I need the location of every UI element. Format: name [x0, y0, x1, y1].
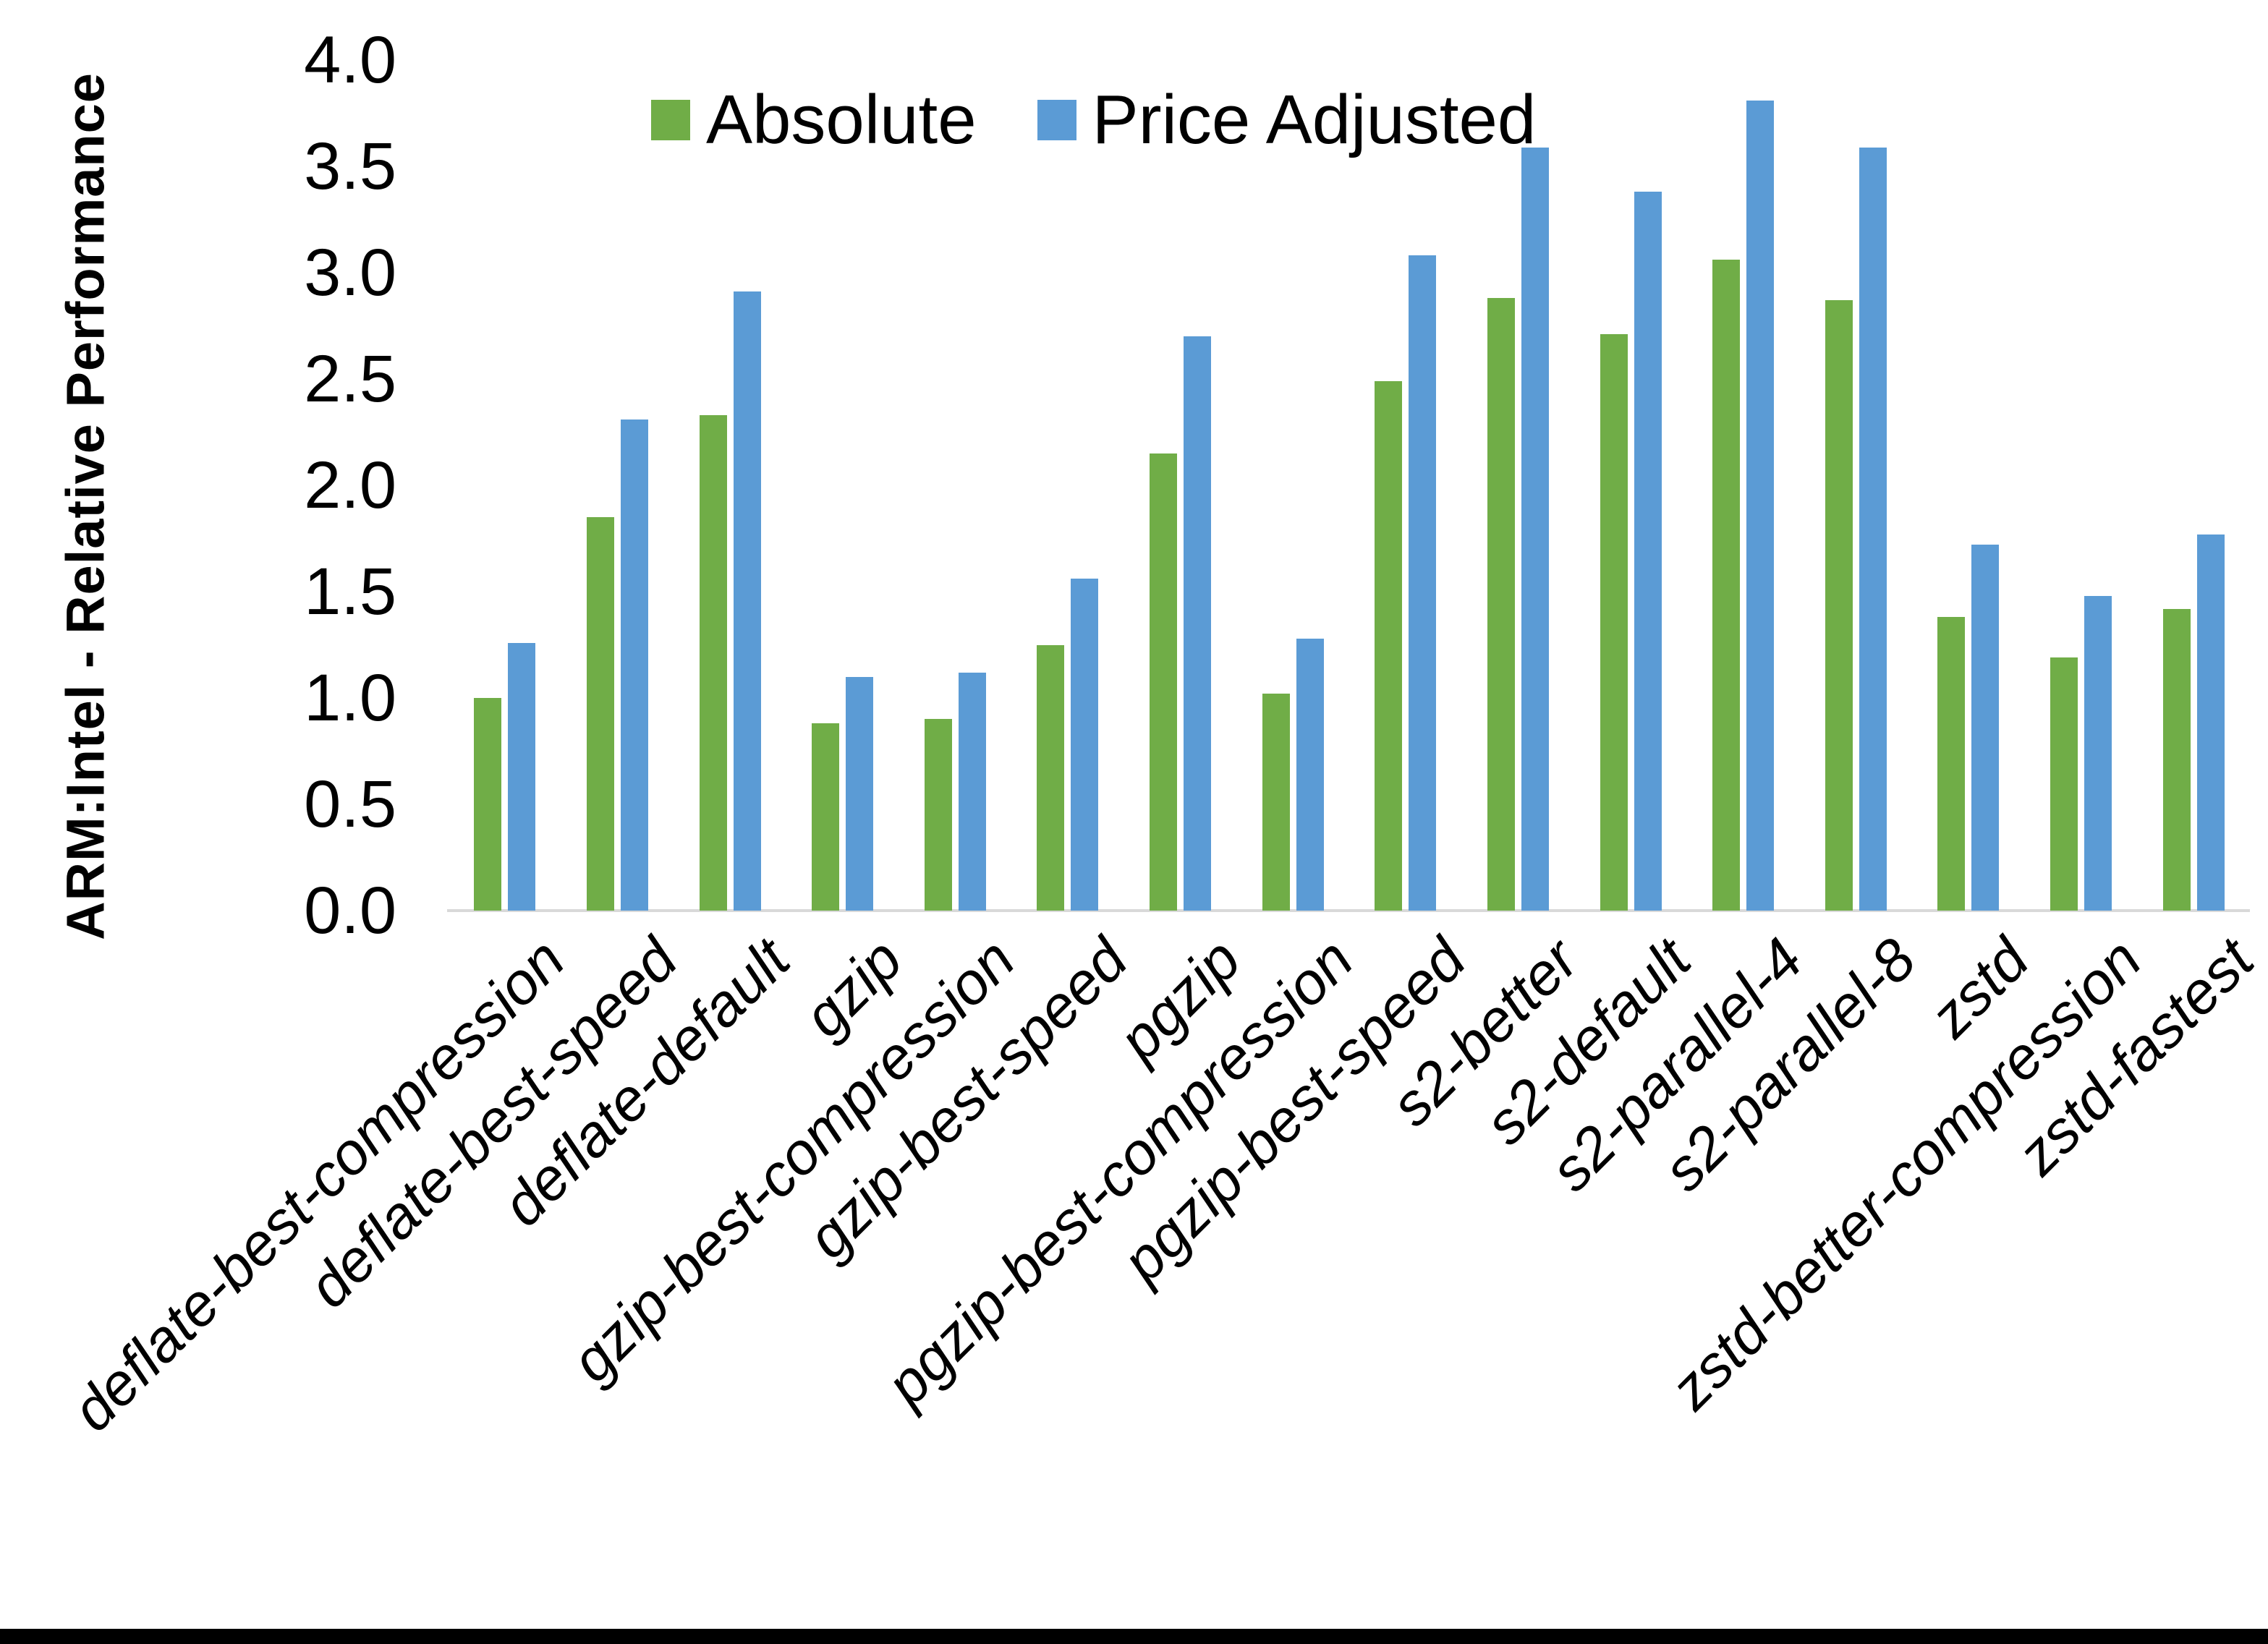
bar-cluster-zstd-better-compression	[2025, 0, 2138, 911]
bar-deflate-best-speed-price-adjusted	[620, 419, 648, 911]
y-tick-label-2.0: 2.0	[304, 448, 396, 522]
bar-cluster-deflate-default	[674, 0, 786, 911]
bar-deflate-best-compression-price-adjusted	[508, 642, 536, 911]
bar-cluster-zstd	[1912, 0, 2025, 911]
legend: Absolute Price Adjusted	[651, 85, 1536, 155]
bar-cluster-pgzip-best-speed	[1349, 0, 1462, 911]
bar-s2-parallel-8-price-adjusted	[1859, 147, 1887, 911]
absolute-series-swatch-icon	[651, 100, 690, 140]
bar-zstd-price-adjusted	[1971, 545, 2000, 911]
bar-deflate-best-compression-absolute	[474, 698, 502, 911]
y-tick-label-4.0: 4.0	[304, 23, 396, 97]
y-tick-label-3.0: 3.0	[304, 236, 396, 310]
bar-deflate-best-speed-absolute	[586, 517, 614, 911]
legend-label-absolute: Absolute	[706, 81, 977, 158]
y-tick-label-1.0: 1.0	[304, 661, 396, 735]
bar-zstd-fastest-absolute	[2162, 608, 2191, 911]
legend-item-price-adjusted: Price Adjusted	[1037, 81, 1537, 158]
bar-pgzip-best-compression-absolute	[1262, 694, 1290, 911]
y-tick-label-1.5: 1.5	[304, 555, 396, 629]
bar-cluster-s2-parallel-4	[1687, 0, 1800, 911]
bar-cluster-pgzip-best-compression	[1236, 0, 1349, 911]
bar-s2-parallel-4-price-adjusted	[1746, 100, 1775, 911]
bar-pgzip-absolute	[1150, 453, 1178, 911]
bar-gzip-price-adjusted	[846, 676, 874, 911]
bar-s2-default-price-adjusted	[1634, 192, 1662, 911]
bar-zstd-better-compression-price-adjusted	[2084, 595, 2112, 911]
bar-gzip-best-compression-price-adjusted	[958, 672, 986, 911]
bar-pgzip-best-compression-price-adjusted	[1296, 638, 1324, 911]
bar-cluster-s2-better	[1462, 0, 1575, 911]
bar-gzip-best-speed-price-adjusted	[1071, 579, 1099, 911]
x-axis-category-labels: deflate-best-compression deflate-best-spe…	[60, 927, 2267, 1608]
bar-s2-parallel-4-absolute	[1712, 260, 1741, 911]
window-bottom-edge	[0, 1629, 2268, 1644]
plot-area	[449, 0, 2250, 911]
bar-cluster-gzip-best-compression	[899, 0, 1012, 911]
bar-cluster-s2-default	[1574, 0, 1687, 911]
bar-cluster-gzip	[786, 0, 899, 911]
bar-pgzip-best-speed-price-adjusted	[1409, 255, 1437, 911]
y-tick-label-0.0: 0.0	[304, 874, 396, 947]
bar-deflate-default-absolute	[699, 414, 727, 911]
legend-label-price-adjusted: Price Adjusted	[1092, 81, 1537, 158]
x-label-cell-zstd-fastest: zstd-fastest	[2005, 927, 2267, 1608]
y-tick-label-0.5: 0.5	[304, 767, 396, 841]
bar-gzip-absolute	[812, 723, 840, 911]
bar-cluster-deflate-best-speed	[561, 0, 674, 911]
bar-zstd-fastest-price-adjusted	[2196, 534, 2225, 911]
bar-s2-default-absolute	[1600, 334, 1628, 911]
bar-cluster-gzip-best-speed	[1011, 0, 1124, 911]
x-axis-line	[447, 909, 2250, 912]
bar-cluster-deflate-best-compression	[449, 0, 561, 911]
y-tick-label-2.5: 2.5	[304, 342, 396, 416]
y-tick-label-3.5: 3.5	[304, 129, 396, 203]
bar-deflate-default-price-adjusted	[733, 291, 761, 911]
bar-gzip-best-compression-absolute	[924, 719, 952, 911]
bar-pgzip-price-adjusted	[1184, 336, 1212, 911]
bar-s2-better-absolute	[1487, 298, 1515, 911]
bar-zstd-better-compression-absolute	[2050, 657, 2078, 911]
legend-item-absolute: Absolute	[651, 85, 977, 155]
bar-cluster-zstd-fastest	[2137, 0, 2250, 911]
bar-s2-parallel-8-absolute	[1825, 300, 1853, 911]
bar-zstd-absolute	[1937, 617, 1966, 911]
bar-cluster-s2-parallel-8	[1800, 0, 1913, 911]
bar-pgzip-best-speed-absolute	[1375, 380, 1403, 911]
bar-cluster-pgzip	[1124, 0, 1237, 911]
bar-s2-better-price-adjusted	[1521, 147, 1549, 911]
bar-gzip-best-speed-absolute	[1037, 644, 1065, 911]
price-adjusted-series-swatch-icon	[1037, 100, 1076, 140]
